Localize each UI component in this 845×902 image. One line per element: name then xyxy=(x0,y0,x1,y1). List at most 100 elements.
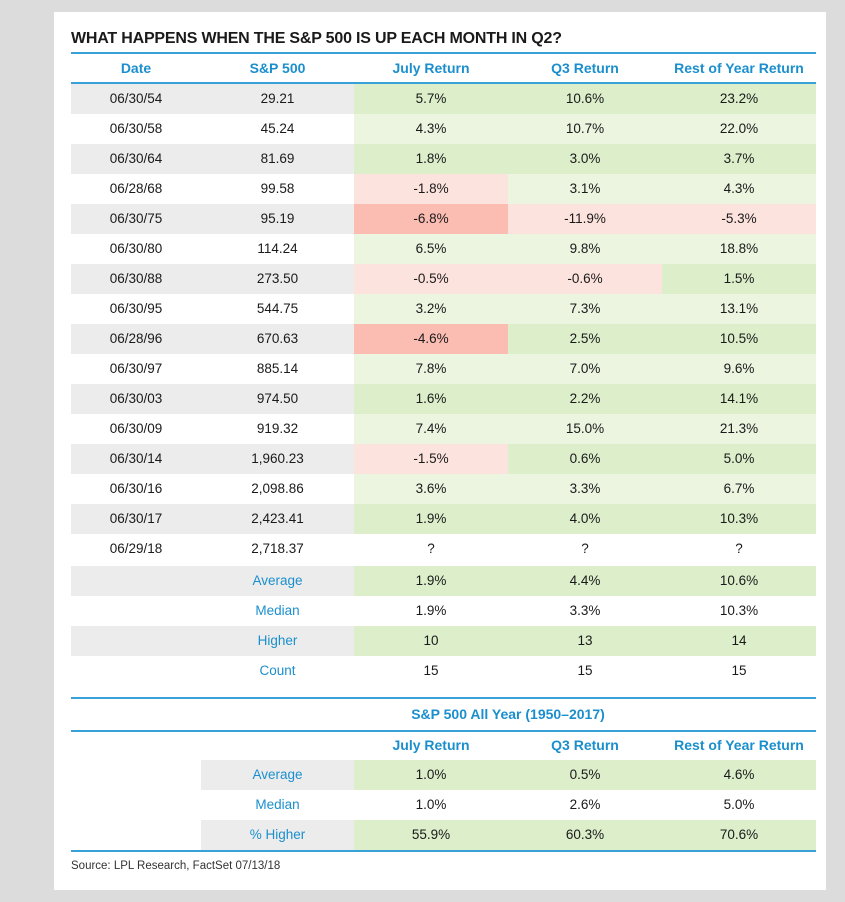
q3-return-cell: 9.8% xyxy=(508,234,662,264)
rest-of-year-cell: 22.0% xyxy=(662,114,816,144)
all-year-header-july: July Return xyxy=(392,737,470,753)
july-return-cell: -1.8% xyxy=(354,174,508,204)
q3-return-cell: 10.7% xyxy=(508,114,662,144)
all-year-top-rule xyxy=(71,697,816,699)
q3-return-cell: -0.6% xyxy=(508,264,662,294)
all-year-roy-cell: 5.0% xyxy=(723,797,755,812)
stat-label: Average xyxy=(201,566,354,596)
rest-of-year-cell: 10.3% xyxy=(662,504,816,534)
source-note: Source: LPL Research, FactSet 07/13/18 xyxy=(71,860,281,872)
header-top-rule xyxy=(71,52,816,54)
date-cell: 06/30/54 xyxy=(71,84,201,114)
q3-return-cell: 7.0% xyxy=(508,354,662,384)
data-rows: 06/30/54 29.21 5.7% 10.6% 23.2% 06/30/58 45.24… xyxy=(71,84,816,564)
july-return-cell: 3.6% xyxy=(354,474,508,504)
table-row: 06/30/88 273.50 -0.5% -0.6% 1.5% xyxy=(71,264,816,294)
date-cell: 06/29/18 xyxy=(109,541,163,556)
table-row: 06/30/80 114.24 6.5% 9.8% 18.8% xyxy=(71,234,816,264)
date-cell: 06/30/17 xyxy=(71,504,201,534)
stat-july-cell: 10 xyxy=(354,626,508,656)
rest-of-year-cell: 5.0% xyxy=(662,444,816,474)
table-row: 06/29/18 2,718.37??? xyxy=(71,534,816,564)
table-row: 06/30/97 885.14 7.8% 7.0% 9.6% xyxy=(71,354,816,384)
table-row: 06/30/58 45.24 4.3% 10.7% 22.0% xyxy=(71,114,816,144)
sp500-cell: 273.50 xyxy=(201,264,354,294)
sp500-cell: 45.24 xyxy=(260,121,295,136)
header-sp500: S&P 500 xyxy=(249,60,306,76)
stat-july-cell: 1.9% xyxy=(415,603,447,618)
sp500-cell: 974.50 xyxy=(201,384,354,414)
q3-return-cell: 10.6% xyxy=(508,84,662,114)
q3-return-cell: 3.0% xyxy=(508,144,662,174)
date-cell: 06/30/09 xyxy=(109,421,163,436)
sp500-cell: 1,960.23 xyxy=(201,444,354,474)
stat-roy-cell: 10.3% xyxy=(719,603,759,618)
sp500-cell: 114.24 xyxy=(257,241,298,256)
july-return-cell: 4.3% xyxy=(354,114,508,144)
header-date: Date xyxy=(120,60,152,76)
all-year-label: % Higher xyxy=(201,820,354,850)
page-title: WHAT HAPPENS WHEN THE S&P 500 IS UP EACH… xyxy=(71,30,562,47)
all-year-label: Average xyxy=(201,760,354,790)
all-year-row: % Higher 55.9% 60.3% 70.6% xyxy=(71,820,816,850)
date-cell: 06/30/88 xyxy=(71,264,201,294)
stat-label: Higher xyxy=(201,626,354,656)
stat-q3-cell: 4.4% xyxy=(508,566,662,596)
q3-return-cell: 0.6% xyxy=(508,444,662,474)
stat-blank-cell xyxy=(71,656,201,686)
table-row: 06/28/96 670.63 -4.6% 2.5% 10.5% xyxy=(71,324,816,354)
sp500-cell: 95.19 xyxy=(201,204,354,234)
date-cell: 06/30/80 xyxy=(109,241,163,256)
q3-return-cell: 4.0% xyxy=(508,504,662,534)
stat-row: Average 1.9% 4.4% 10.6% xyxy=(71,566,816,596)
sp500-cell: 29.21 xyxy=(201,84,354,114)
date-cell: 06/30/64 xyxy=(71,144,201,174)
header-row: Date S&P 500 July Return Q3 Return Rest … xyxy=(71,53,816,83)
table-row: 06/30/03 974.50 1.6% 2.2% 14.1% xyxy=(71,384,816,414)
sp500-cell: 2,098.86 xyxy=(251,481,304,496)
q3-return-cell: ? xyxy=(581,541,589,556)
stat-roy-cell: 10.6% xyxy=(662,566,816,596)
all-year-title-row: S&P 500 All Year (1950–2017) xyxy=(71,699,816,729)
table-row: 06/30/14 1,960.23 -1.5% 0.6% 5.0% xyxy=(71,444,816,474)
july-return-cell: 6.5% xyxy=(354,234,508,264)
q3-return-cell: 7.3% xyxy=(508,294,662,324)
stat-roy-cell: 15 xyxy=(731,663,747,678)
returns-table: Date S&P 500 July Return Q3 Return Rest … xyxy=(71,52,816,683)
header-rest-of-year-return: Rest of Year Return xyxy=(674,60,804,76)
stat-rows: Average 1.9% 4.4% 10.6% Median 1.9% 3.3% 10.3% H… xyxy=(71,566,816,686)
rest-of-year-cell: 21.3% xyxy=(662,414,816,444)
all-year-rows: Average 1.0% 0.5% 4.6% Median 1.0% 2.6% 5.0%% H… xyxy=(71,760,816,852)
all-year-title: S&P 500 All Year (1950–2017) xyxy=(411,706,605,722)
date-cell: 06/30/14 xyxy=(71,444,201,474)
stat-q3-cell: 3.3% xyxy=(569,603,601,618)
stat-row: Count 15 15 15 xyxy=(71,656,816,686)
date-cell: 06/30/16 xyxy=(109,481,163,496)
date-cell: 06/30/95 xyxy=(109,301,163,316)
rest-of-year-cell: 4.3% xyxy=(662,174,816,204)
table-row: 06/30/17 2,423.41 1.9% 4.0% 10.3% xyxy=(71,504,816,534)
all-year-roy-cell: 4.6% xyxy=(662,760,816,790)
table-row: 06/30/54 29.21 5.7% 10.6% 23.2% xyxy=(71,84,816,114)
rest-of-year-cell: 13.1% xyxy=(662,294,816,324)
july-return-cell: -6.8% xyxy=(354,204,508,234)
july-return-cell: 7.8% xyxy=(354,354,508,384)
date-cell: 06/28/68 xyxy=(109,181,163,196)
table-row: 06/30/75 95.19 -6.8% -11.9% -5.3% xyxy=(71,204,816,234)
rest-of-year-cell: -5.3% xyxy=(662,204,816,234)
all-year-label: Median xyxy=(255,797,300,812)
rest-of-year-cell: 14.1% xyxy=(662,384,816,414)
all-year-july-cell: 1.0% xyxy=(415,797,447,812)
stat-label: Median xyxy=(255,603,300,618)
july-return-cell: 1.8% xyxy=(354,144,508,174)
rest-of-year-cell: ? xyxy=(735,541,743,556)
table-row: 06/30/64 81.69 1.8% 3.0% 3.7% xyxy=(71,144,816,174)
all-year-roy-cell: 70.6% xyxy=(662,820,816,850)
table-row: 06/30/16 2,098.86 3.6% 3.3% 6.7% xyxy=(71,474,816,504)
rest-of-year-cell: 1.5% xyxy=(662,264,816,294)
q3-return-cell: 3.1% xyxy=(508,174,662,204)
july-return-cell: ? xyxy=(427,541,435,556)
july-return-cell: -1.5% xyxy=(354,444,508,474)
header-q3-return: Q3 Return xyxy=(551,60,619,76)
all-year-july-cell: 55.9% xyxy=(354,820,508,850)
